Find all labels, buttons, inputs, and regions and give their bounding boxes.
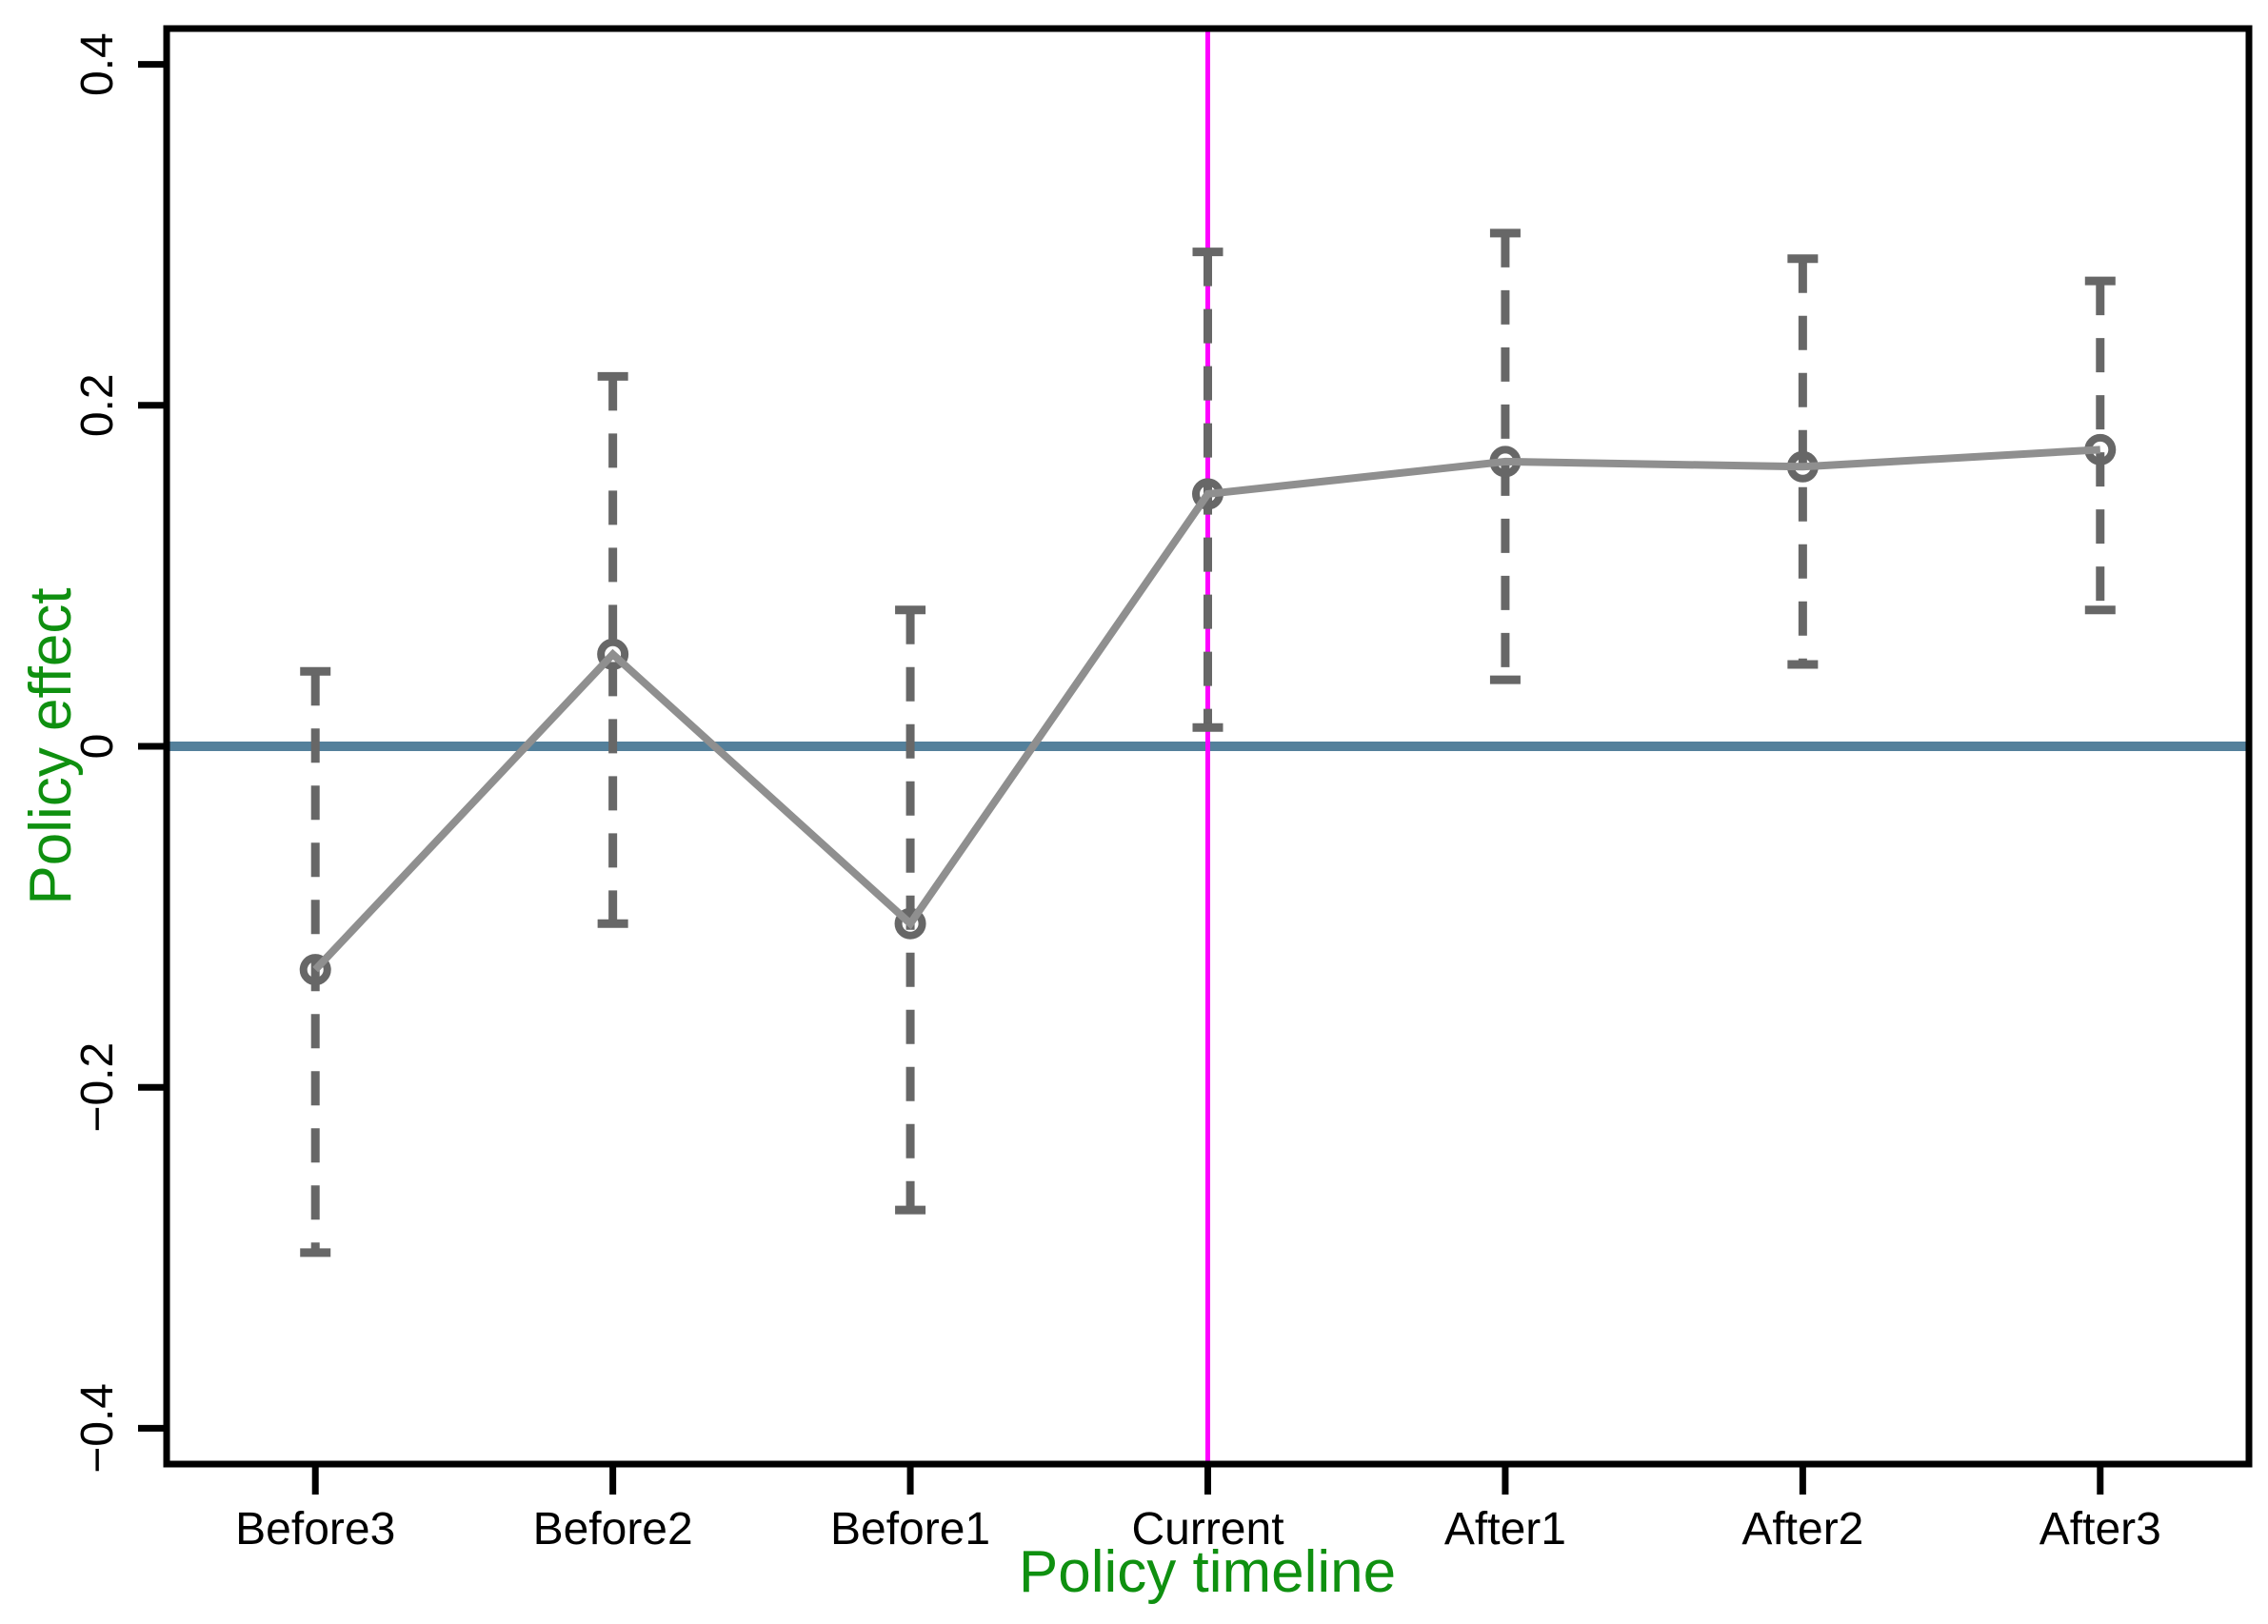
x-axis-tick-label: Before2 [533, 1504, 693, 1555]
x-axis-title: Policy timeline [1019, 1539, 1396, 1605]
y-axis-tick-label: −0.2 [72, 1042, 123, 1133]
x-axis-tick-label: Before3 [235, 1504, 395, 1555]
y-axis-title: Policy effect [18, 587, 84, 904]
y-axis-tick-label: 0.4 [72, 32, 123, 96]
series-line [312, 446, 2101, 973]
x-axis-tick-label: After1 [1444, 1504, 1566, 1555]
plot-layer: 0.4 0.2 0 −0.2 −0.4 Before3 Before2 Before1 Curr… [72, 25, 2253, 1555]
y-axis-tick-label: −0.4 [72, 1383, 123, 1474]
x-axis-tick-label: Before1 [830, 1504, 990, 1555]
x-axis-tick-label: After2 [1741, 1504, 1863, 1555]
x-axis-tick-label: After3 [2039, 1504, 2161, 1555]
data-point-marker [299, 954, 331, 986]
y-axis-tick-label: 0 [72, 734, 123, 760]
y-axis-tick-label: 0.2 [72, 373, 123, 437]
data-point-marker [597, 638, 629, 670]
data-point-marker [894, 907, 926, 940]
x-axis-tick-label: Current [1131, 1504, 1283, 1555]
